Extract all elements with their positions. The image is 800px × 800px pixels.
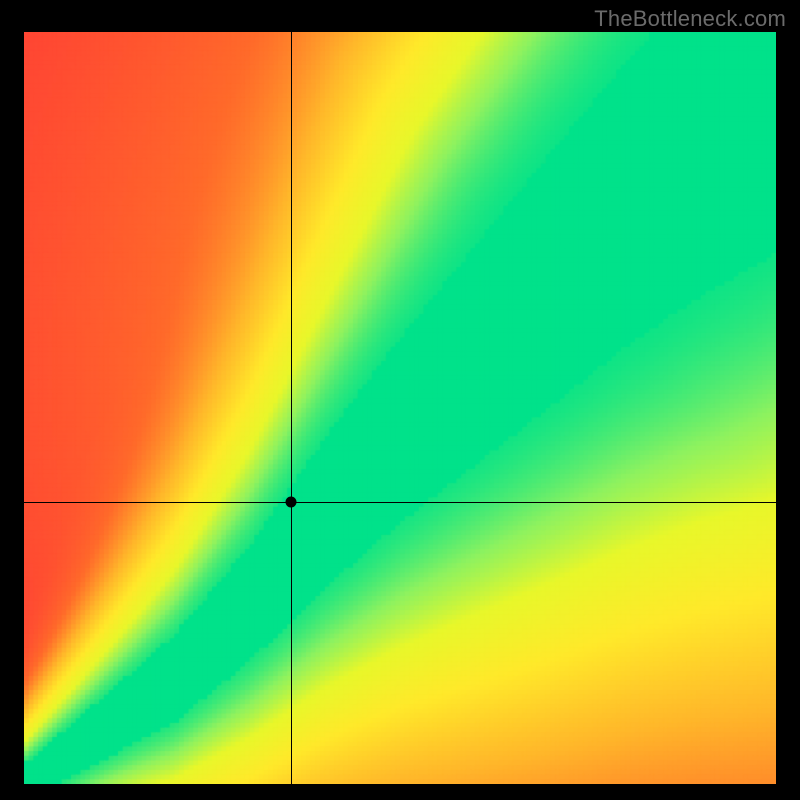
watermark: TheBottleneck.com [594, 6, 786, 32]
heatmap-canvas [24, 32, 776, 784]
plot-area [24, 32, 776, 784]
crosshair-vertical [291, 32, 292, 784]
crosshair-marker[interactable] [285, 497, 296, 508]
crosshair-horizontal [24, 502, 776, 503]
figure-container: TheBottleneck.com [0, 0, 800, 800]
